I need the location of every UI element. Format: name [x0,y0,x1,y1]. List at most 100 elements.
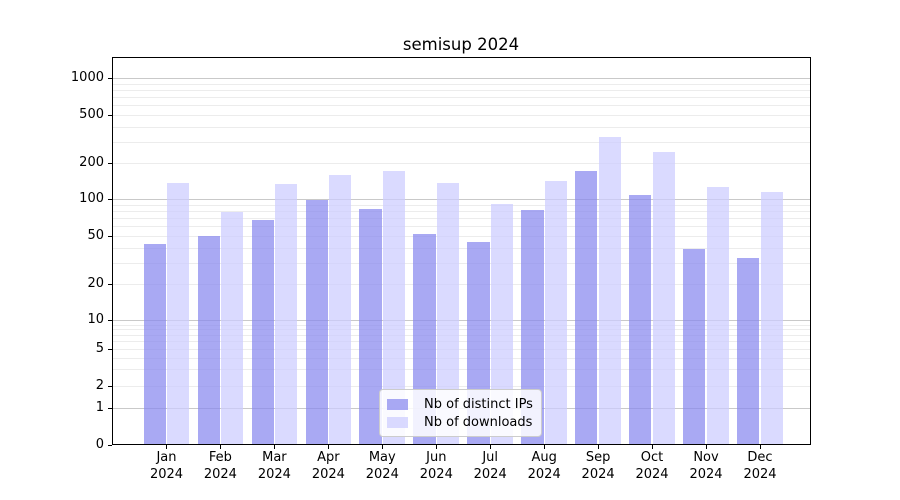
y-tick-mark [108,78,112,80]
x-tick-mark [651,445,653,449]
gridline-major [113,320,810,322]
bar-downloads [598,137,621,445]
bar-distinct-ips [575,171,598,445]
y-tick-label: 0 [95,436,104,452]
gridline-minor [113,126,810,128]
gridline-minor [113,218,810,219]
y-tick-label: 20 [87,275,104,291]
gridline-minor [113,329,810,331]
y-tick-label: 10 [87,312,104,328]
bar-downloads [275,184,298,445]
gridline-minor [113,90,810,91]
gridline-minor [113,162,810,164]
gridline-minor [113,357,810,359]
y-tick-label: 50 [87,227,104,243]
bar-downloads [652,152,675,445]
y-tick-mark [108,114,112,116]
bar-downloads [490,204,514,445]
y-tick-label: 100 [79,191,104,207]
y-tick-mark [108,408,112,410]
x-tick-label: Jun 2024 [419,450,453,482]
x-tick-label: Apr 2024 [311,450,345,482]
x-tick-mark [759,445,761,449]
legend-label-distinct-ips: Nb of distinct IPs [424,396,533,412]
bar-downloads [167,182,190,445]
legend-swatch-distinct-ips [387,398,408,410]
gridline-minor [113,235,810,237]
bar-distinct-ips [629,194,652,445]
x-tick-mark [273,445,275,449]
x-tick-label: Aug 2024 [527,450,561,482]
gridline-minor [113,386,810,387]
x-tick-label: Mar 2024 [257,450,291,482]
y-tick-mark [108,444,112,446]
gridline-major [113,199,810,201]
bar-downloads [544,180,568,445]
bar-distinct-ips [143,243,166,445]
legend: Nb of distinct IPs Nb of downloads [379,389,542,437]
x-tick-label: Jan 2024 [149,450,184,482]
axis-spine-bottom [112,444,811,445]
y-tick-label: 2 [95,378,104,393]
bar-distinct-ips [521,210,544,445]
x-tick-mark [705,445,707,449]
gridline-minor [113,348,810,350]
bar-downloads [382,170,406,445]
x-tick-mark [166,445,167,449]
bar-downloads [329,174,352,445]
legend-item-distinct-ips: Nb of distinct IPs [387,397,534,412]
x-tick-mark [327,445,329,449]
x-tick-mark [381,445,383,449]
gridline-minor [113,141,810,143]
x-tick-label: Dec 2024 [743,450,777,482]
x-tick-mark [435,445,437,449]
legend-swatch-downloads [387,416,408,428]
chart-title: semisup 2024 [402,35,520,54]
y-tick-label: 5 [95,340,104,356]
gridline-minor [113,324,810,326]
x-tick-label: Oct 2024 [635,450,669,482]
gridline-minor [113,341,810,343]
axis-spine-right [810,57,811,445]
bar-distinct-ips [251,220,274,445]
y-tick-mark [108,199,112,201]
x-tick-label: Nov 2024 [689,450,723,482]
gridline-minor [113,247,810,249]
y-tick-mark [108,235,112,237]
bar-downloads [706,186,729,445]
bar-distinct-ips [683,248,706,445]
x-tick-label: Sep 2024 [581,450,615,482]
gridline-minor [113,105,810,107]
gridline-minor [113,334,810,336]
y-tick-mark [108,320,112,322]
gridline-minor [113,114,810,116]
y-tick-mark [108,162,112,164]
x-tick-mark [489,445,491,449]
x-tick-label: Feb 2024 [203,450,237,482]
x-tick-mark [543,445,545,449]
y-tick-label: 1000 [70,70,104,86]
y-tick-label: 200 [79,154,104,170]
axis-spine-left [112,57,113,445]
bar-downloads [436,183,460,445]
bar-distinct-ips [737,257,760,445]
y-tick-mark [108,386,112,387]
legend-item-downloads: Nb of downloads [387,415,534,430]
gridline-minor [113,283,810,285]
x-tick-label: May 2024 [365,450,399,482]
y-tick-mark [108,283,112,285]
axis-spine-top [112,57,811,58]
bar-distinct-ips [305,199,328,445]
gridline-minor [113,369,810,371]
gridline-minor [113,211,810,212]
bar-downloads [221,212,244,445]
y-tick-label: 1 [95,400,104,416]
y-tick-mark [108,348,112,350]
x-tick-mark [219,445,221,449]
gridline-minor [113,204,810,206]
gridline-minor [113,83,810,85]
gridline-major [113,78,810,80]
x-tick-label: Jul 2024 [473,450,507,482]
legend-label-downloads: Nb of downloads [424,414,533,430]
